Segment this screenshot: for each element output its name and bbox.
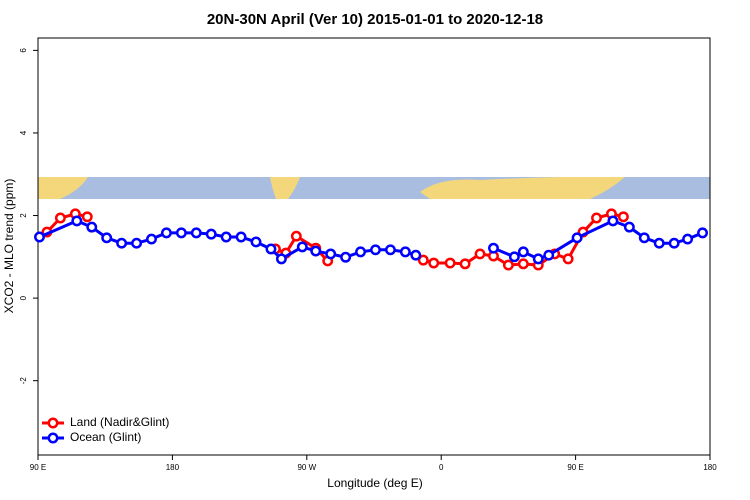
x-tick-label: 0 (439, 463, 444, 472)
y-tick-label: 4 (19, 130, 28, 135)
data-point (444, 257, 456, 269)
x-axis-label: Longitude (deg E) (327, 476, 422, 490)
data-point (517, 258, 529, 270)
data-point (532, 253, 544, 265)
data-point (54, 212, 66, 224)
data-point (638, 232, 650, 244)
x-tick-label: 180 (703, 463, 717, 472)
data-point (428, 257, 440, 269)
data-point (34, 231, 45, 243)
data-point (571, 232, 583, 244)
data-point (623, 221, 635, 233)
data-point (410, 249, 422, 261)
data-point (517, 246, 529, 258)
data-point (459, 258, 471, 270)
data-point (290, 230, 302, 242)
data-point (190, 227, 202, 239)
data-point (488, 242, 499, 254)
data-point (591, 212, 602, 224)
data-point (502, 259, 514, 271)
data-point (384, 244, 396, 256)
data-point (617, 211, 629, 223)
data-point (543, 249, 555, 261)
data-point (250, 236, 262, 248)
data-point (508, 251, 520, 263)
data-point (116, 237, 128, 249)
data-point (71, 215, 83, 227)
data-point (562, 253, 574, 265)
data-point (265, 243, 277, 255)
map-strip (38, 177, 710, 199)
data-point (682, 233, 694, 245)
data-point (296, 241, 308, 253)
y-tick-label: 2 (19, 213, 28, 218)
data-point (81, 211, 93, 223)
data-point (474, 248, 486, 260)
x-tick-label: 90 E (567, 463, 583, 472)
legend-label: Land (Nadir&Glint) (70, 415, 169, 429)
data-point (160, 227, 172, 239)
plot-frame (37, 37, 711, 456)
data-point (399, 246, 411, 258)
y-tick-label: 0 (19, 295, 28, 300)
x-tick-label: 90 E (30, 463, 46, 472)
data-point (205, 228, 217, 240)
data-point (340, 251, 352, 263)
data-point (607, 215, 619, 227)
data-point (653, 237, 665, 249)
x-tick-label: 90 W (297, 463, 316, 472)
data-point (355, 246, 367, 258)
data-point (101, 232, 113, 244)
data-point (131, 237, 143, 249)
data-point (146, 233, 157, 245)
data-point (325, 248, 337, 260)
chart-title: 20N-30N April (Ver 10) 2015-01-01 to 202… (207, 11, 543, 28)
data-point (697, 227, 708, 239)
data-point (668, 237, 680, 249)
y-tick-label: -2 (19, 377, 28, 385)
data-point (175, 227, 187, 239)
y-axis-label: XCO2 - MLO trend (ppm) (2, 179, 16, 314)
data-point (235, 231, 247, 243)
legend-label: Ocean (Glint) (70, 430, 141, 444)
data-point (310, 245, 322, 257)
y-tick-label: 6 (19, 48, 28, 53)
data-point (220, 231, 232, 243)
x-tick-label: 180 (166, 463, 180, 472)
data-point (86, 221, 98, 233)
data-point (275, 253, 287, 265)
legend-marker (47, 417, 59, 429)
legend-marker (47, 432, 59, 444)
data-point (370, 244, 381, 256)
data-point (417, 254, 429, 266)
